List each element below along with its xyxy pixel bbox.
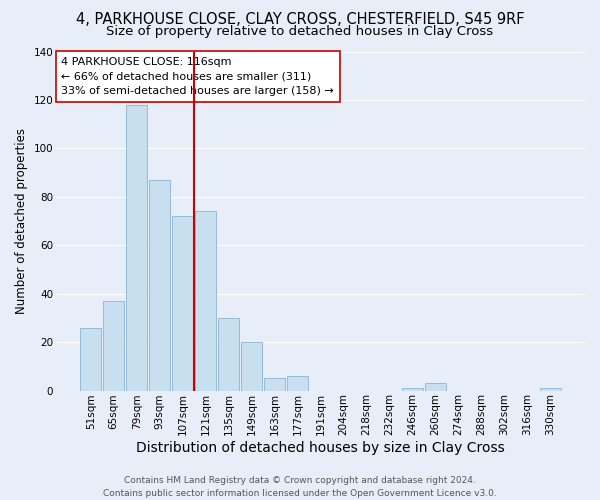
X-axis label: Distribution of detached houses by size in Clay Cross: Distribution of detached houses by size … — [136, 441, 505, 455]
Bar — [80, 328, 101, 390]
Y-axis label: Number of detached properties: Number of detached properties — [15, 128, 28, 314]
Text: Contains HM Land Registry data © Crown copyright and database right 2024.
Contai: Contains HM Land Registry data © Crown c… — [103, 476, 497, 498]
Bar — [218, 318, 239, 390]
Bar — [425, 384, 446, 390]
Text: 4, PARKHOUSE CLOSE, CLAY CROSS, CHESTERFIELD, S45 9RF: 4, PARKHOUSE CLOSE, CLAY CROSS, CHESTERF… — [76, 12, 524, 28]
Bar — [172, 216, 193, 390]
Bar — [540, 388, 561, 390]
Bar — [103, 301, 124, 390]
Text: 4 PARKHOUSE CLOSE: 116sqm
← 66% of detached houses are smaller (311)
33% of semi: 4 PARKHOUSE CLOSE: 116sqm ← 66% of detac… — [61, 56, 334, 96]
Bar — [402, 388, 423, 390]
Bar — [264, 378, 285, 390]
Bar — [241, 342, 262, 390]
Bar — [149, 180, 170, 390]
Bar — [195, 212, 216, 390]
Bar — [126, 105, 147, 391]
Text: Size of property relative to detached houses in Clay Cross: Size of property relative to detached ho… — [106, 25, 494, 38]
Bar — [287, 376, 308, 390]
